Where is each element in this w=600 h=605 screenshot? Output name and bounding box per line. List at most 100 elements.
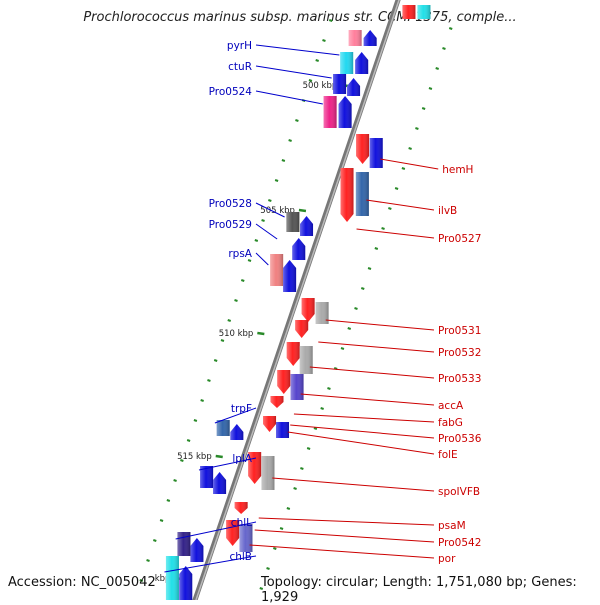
minor-tick xyxy=(186,439,191,442)
minor-tick xyxy=(421,107,426,110)
gene-shading xyxy=(290,374,304,400)
leader-line xyxy=(290,424,435,439)
minor-tick xyxy=(435,67,440,70)
kbp-label: kbp xyxy=(155,574,171,584)
accession-text: Accession: NC_005042 xyxy=(8,575,156,590)
leader-line xyxy=(380,158,439,170)
minor-tick xyxy=(327,387,331,390)
backbone-highlight xyxy=(195,0,400,600)
gene-shading xyxy=(270,254,284,286)
minor-tick xyxy=(254,239,259,242)
gene-label-right: Pro0533 xyxy=(438,373,481,385)
gene-shading xyxy=(348,30,362,46)
minor-tick xyxy=(360,287,365,290)
minor-tick xyxy=(274,179,279,182)
gene-shading xyxy=(355,52,369,74)
gene-label-left: chlL xyxy=(231,517,252,529)
gene-label-right: hemH xyxy=(442,164,473,176)
minor-tick xyxy=(180,459,184,462)
minor-tick xyxy=(247,259,252,262)
minor-tick xyxy=(261,219,265,222)
gene-label-right: accA xyxy=(438,400,464,412)
gene-shading xyxy=(190,538,204,562)
gene-shading xyxy=(300,216,314,236)
leader-line xyxy=(325,319,435,331)
gene-shading xyxy=(340,168,354,222)
kbp-tick xyxy=(257,331,265,336)
leader-line xyxy=(318,341,435,353)
minor-tick xyxy=(328,19,333,22)
minor-tick xyxy=(401,167,406,170)
minor-tick xyxy=(281,159,286,162)
gene-shading xyxy=(263,416,277,432)
gene-label-right: fabG xyxy=(438,417,463,429)
gene-shading xyxy=(338,96,352,128)
minor-tick xyxy=(394,187,399,190)
kbp-tick xyxy=(298,208,307,213)
minor-tick xyxy=(272,547,277,550)
kbp-tick xyxy=(215,454,223,459)
gene-shading xyxy=(270,396,284,408)
minor-tick xyxy=(207,379,211,382)
minor-tick xyxy=(240,279,245,282)
minor-tick xyxy=(313,427,318,430)
gene-shading xyxy=(286,212,300,232)
minor-tick xyxy=(295,119,299,122)
gene-label-left: Pro0528 xyxy=(209,198,252,210)
gene-shading xyxy=(347,78,361,96)
gene-label-left: Pro0524 xyxy=(209,86,253,98)
kbp-label: 510 kbp xyxy=(219,329,254,339)
kbp-label: 505 kbp xyxy=(260,206,295,216)
minor-tick xyxy=(374,247,379,250)
minor-tick xyxy=(279,527,284,530)
leader-line xyxy=(300,393,435,406)
minor-tick xyxy=(315,59,320,62)
gene-shading xyxy=(248,452,262,484)
gene-shading xyxy=(261,456,275,490)
leader-line xyxy=(255,65,332,79)
minor-tick xyxy=(308,79,313,82)
leader-line xyxy=(249,544,435,559)
leader-line xyxy=(198,457,257,471)
gene-shading xyxy=(177,532,191,556)
minor-tick xyxy=(320,407,324,410)
gene-shading xyxy=(417,5,431,19)
minor-tick xyxy=(200,399,204,402)
leader-line xyxy=(272,477,435,492)
minor-tick xyxy=(193,419,198,422)
gene-shading xyxy=(165,556,179,600)
minor-tick xyxy=(159,519,164,522)
gene-shading xyxy=(234,502,248,514)
minor-tick xyxy=(333,367,338,370)
gene-label-right: psaM xyxy=(438,520,466,532)
leader-line xyxy=(287,431,435,455)
gene-label-right: Pro0531 xyxy=(438,325,481,337)
genome-backbone xyxy=(192,0,401,600)
gene-shading xyxy=(276,422,290,438)
leader-line xyxy=(175,521,257,540)
minor-tick xyxy=(408,147,412,150)
gene-shading xyxy=(356,134,370,164)
minor-tick xyxy=(367,267,372,270)
minor-tick xyxy=(266,567,270,570)
gene-shading xyxy=(355,172,369,216)
minor-tick xyxy=(220,339,225,342)
backbone-line xyxy=(192,0,401,600)
genome-summary: Topology: circular; Length: 1,751,080 bp… xyxy=(261,575,577,605)
minor-tick xyxy=(286,507,291,510)
gene-shading xyxy=(200,466,214,488)
gene-shading xyxy=(213,472,227,494)
gene-label-right: ilvB xyxy=(438,205,457,217)
gene-shading xyxy=(239,524,253,552)
gene-label-right: spoIVFB xyxy=(438,486,480,498)
gene-shading xyxy=(230,424,244,440)
leader-line xyxy=(293,413,435,423)
minor-tick xyxy=(139,579,144,582)
leader-line xyxy=(255,202,285,218)
minor-tick xyxy=(146,559,150,562)
gene-label-left: chlB xyxy=(229,551,252,563)
gene-features[interactable] xyxy=(165,5,431,600)
minor-tick xyxy=(268,199,272,202)
gene-label-right: Pro0536 xyxy=(438,433,482,445)
